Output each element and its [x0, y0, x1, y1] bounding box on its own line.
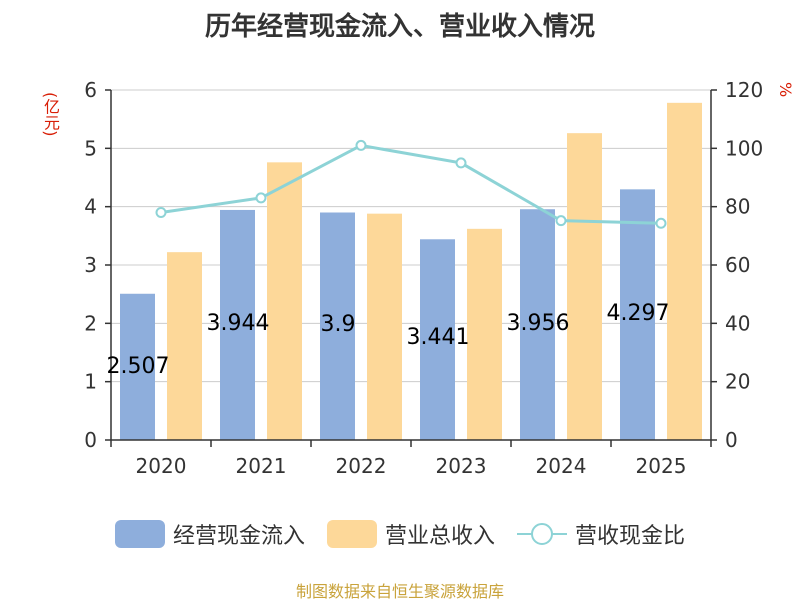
- bar-revenue: [567, 133, 602, 440]
- y-left-unit: (亿元): [41, 92, 60, 137]
- bar-cash-inflow: [520, 209, 555, 440]
- bar-revenue: [167, 252, 202, 440]
- ratio-point: [155, 207, 167, 218]
- y-left-tick-label: 0: [84, 428, 97, 452]
- legend-swatch-ratio: [517, 520, 567, 548]
- y-left-tick-label: 3: [84, 253, 97, 277]
- legend-label-cash-inflow: 经营现金流入: [172, 524, 305, 549]
- y-right-unit: %: [776, 82, 795, 98]
- bar-revenue: [667, 102, 702, 440]
- ratio-point: [655, 217, 667, 229]
- legend-swatch-revenue: [326, 520, 377, 548]
- y-right-tick-label: 0: [725, 428, 738, 452]
- bar-revenue: [467, 228, 502, 440]
- data-label-cash-inflow: 3.944: [207, 311, 270, 336]
- ratio-point: [555, 215, 567, 227]
- y-right-tick-label: 40: [725, 311, 750, 335]
- y-right-tick-label: 60: [725, 253, 750, 277]
- data-label-cash-inflow: 3.9: [321, 312, 356, 337]
- y-left-tick-label: 1: [84, 370, 97, 394]
- x-tick-label: 2022: [336, 454, 387, 478]
- bar-cash-inflow: [220, 209, 255, 440]
- y-left-tick-label: 4: [84, 195, 97, 219]
- bar-revenue: [267, 162, 302, 441]
- x-tick-label: 2023: [436, 454, 487, 478]
- y-left-tick-label: 2: [84, 311, 97, 335]
- x-tick-label: 2025: [636, 454, 687, 478]
- legend-label-ratio: 营收现金比: [575, 524, 686, 549]
- ratio-point: [255, 192, 267, 204]
- legend-item-revenue[interactable]: 营业总收入: [326, 518, 495, 550]
- x-tick-label: 2020: [136, 454, 187, 478]
- ratio-point: [455, 157, 467, 169]
- data-label-cash-inflow: 2.507: [107, 354, 170, 379]
- data-label-cash-inflow: 3.956: [507, 311, 570, 336]
- ratio-point: [355, 139, 367, 151]
- y-right-tick-label: 80: [725, 195, 750, 219]
- y-right-tick-label: 100: [725, 136, 763, 160]
- y-right-tick-label: 20: [725, 370, 750, 394]
- bar-cash-inflow: [320, 212, 355, 440]
- legend-item-cash-inflow[interactable]: 经营现金流入: [114, 518, 305, 550]
- y-left-tick-label: 6: [84, 78, 97, 102]
- x-tick-label: 2024: [536, 454, 587, 478]
- bar-revenue: [367, 213, 402, 440]
- source-note: 制图数据来自恒生聚源数据库: [295, 582, 504, 601]
- legend: 经营现金流入 营业总收入 营收现金比: [0, 518, 800, 550]
- x-tick-label: 2021: [236, 454, 287, 478]
- bar-cash-inflow: [120, 293, 155, 440]
- legend-item-ratio[interactable]: 营收现金比: [517, 518, 685, 550]
- ratio-line: [160, 143, 662, 225]
- y-left-tick-label: 5: [84, 136, 97, 160]
- legend-label-revenue: 营业总收入: [384, 524, 495, 549]
- legend-swatch-cash-inflow: [114, 520, 165, 548]
- bar-cash-inflow: [420, 239, 455, 440]
- bar-cash-inflow: [620, 189, 655, 440]
- chart-title: 历年经营现金流入、营业收入情况: [204, 12, 595, 42]
- data-label-cash-inflow: 3.441: [407, 325, 470, 350]
- y-right-tick-label: 120: [725, 78, 763, 102]
- data-label-cash-inflow: 4.297: [607, 301, 670, 326]
